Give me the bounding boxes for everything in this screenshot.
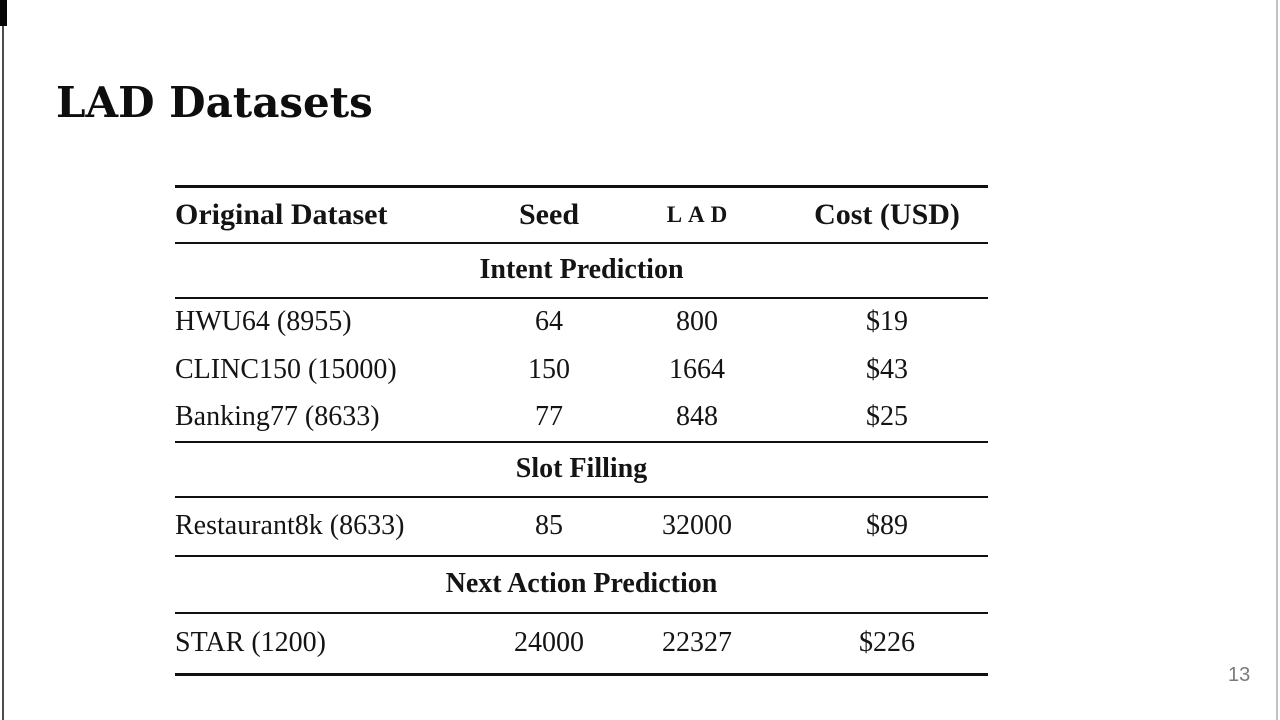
cell-dataset: STAR (1200): [175, 627, 326, 659]
top-left-corner-artifact: [0, 0, 7, 26]
section-header-next-action-prediction: Next Action Prediction: [175, 555, 988, 613]
section-label: Next Action Prediction: [445, 568, 718, 599]
cell-cost: $226: [859, 627, 915, 659]
cell-lad: 1664: [669, 353, 725, 385]
cell-dataset: Banking77 (8633): [175, 401, 380, 432]
section-header-intent-prediction: Intent Prediction: [175, 242, 988, 298]
cell-cost: $19: [866, 306, 908, 337]
cell-lad: 32000: [662, 510, 732, 541]
cell-dataset: CLINC150 (15000): [175, 353, 397, 385]
column-header-lad: LAD: [666, 201, 734, 227]
slide-title: LAD Datasets: [56, 78, 373, 127]
left-edge-artifact: [2, 0, 4, 720]
table-header-row: Original Dataset Seed LAD Cost (USD): [175, 186, 988, 243]
section-header-slot-filling: Slot Filling: [175, 441, 988, 497]
cell-cost: $25: [866, 401, 908, 432]
cell-seed: 85: [535, 510, 563, 541]
cell-seed: 77: [535, 401, 563, 432]
table-row: Banking77 (8633) 77 848 $25: [175, 394, 988, 442]
cell-cost: $43: [866, 353, 908, 385]
cell-lad: 800: [676, 306, 718, 337]
cell-seed: 150: [528, 353, 570, 385]
page-number: 13: [1228, 664, 1251, 686]
column-header-seed: Seed: [519, 197, 579, 231]
cell-dataset: HWU64 (8955): [175, 306, 352, 337]
lad-datasets-table: Original Dataset Seed LAD Cost (USD) Int…: [175, 185, 988, 676]
table-row: STAR (1200) 24000 22327 $226: [175, 613, 988, 675]
cell-lad: 848: [676, 401, 718, 432]
table-row: CLINC150 (15000) 150 1664 $43: [175, 346, 988, 394]
cell-cost: $89: [866, 510, 908, 541]
cell-dataset: Restaurant8k (8633): [175, 510, 405, 541]
section-label: Slot Filling: [515, 453, 648, 484]
column-header-cost: Cost (USD): [814, 197, 960, 231]
column-header-original-dataset: Original Dataset: [175, 197, 388, 231]
cell-seed: 64: [535, 306, 563, 337]
cell-lad: 22327: [662, 627, 732, 659]
right-edge-artifact: [1276, 0, 1278, 720]
table-row: HWU64 (8955) 64 800 $19: [175, 298, 988, 346]
cell-seed: 24000: [514, 627, 584, 659]
section-label: Intent Prediction: [479, 254, 684, 285]
table-row: Restaurant8k (8633) 85 32000 $89: [175, 497, 988, 556]
